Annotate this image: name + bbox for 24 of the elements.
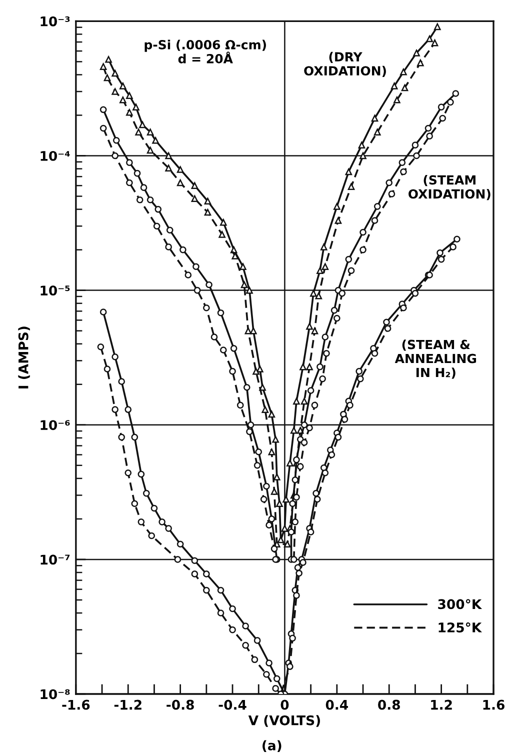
annotation: (DRY OXIDATION)	[304, 52, 386, 77]
text: 300°K	[438, 599, 482, 610]
x-tick-label: -0.8	[166, 700, 194, 710]
text: 125°K	[438, 622, 482, 632]
y-tick-label: 10⁻⁷	[40, 554, 70, 565]
y-tick-label: 10⁻⁶	[40, 420, 70, 430]
x-tick-label: 1.2	[431, 700, 452, 710]
y-tick-label: 10⁻³	[40, 16, 70, 26]
x-tick-label: 0.8	[378, 700, 400, 710]
x-tick-label: 0	[280, 700, 289, 710]
x-tick-label: 1.6	[483, 700, 504, 710]
x-tick-label: 0.4	[326, 700, 348, 710]
y-tick-label: 10⁻⁸	[40, 689, 70, 700]
x-tick-label: -0.4	[218, 700, 246, 710]
x-axis-title: V (VOLTS)	[248, 715, 320, 727]
x-tick-label: -1.6	[62, 700, 90, 710]
y-axis-title: I (AMPS)	[18, 326, 30, 388]
annotation: (STEAM & ANNEALING IN H₂)	[394, 340, 476, 379]
y-tick-label: 10⁻⁴	[40, 150, 70, 161]
y-tick-label: 10⁻⁵	[40, 286, 70, 296]
text: (a)	[262, 740, 282, 752]
annotation: (STEAM OXIDATION)	[408, 175, 490, 200]
x-tick-label: -1.2	[114, 700, 142, 710]
annotation: p-Si (.0006 Ω-cm) d = 20Å	[144, 40, 266, 64]
